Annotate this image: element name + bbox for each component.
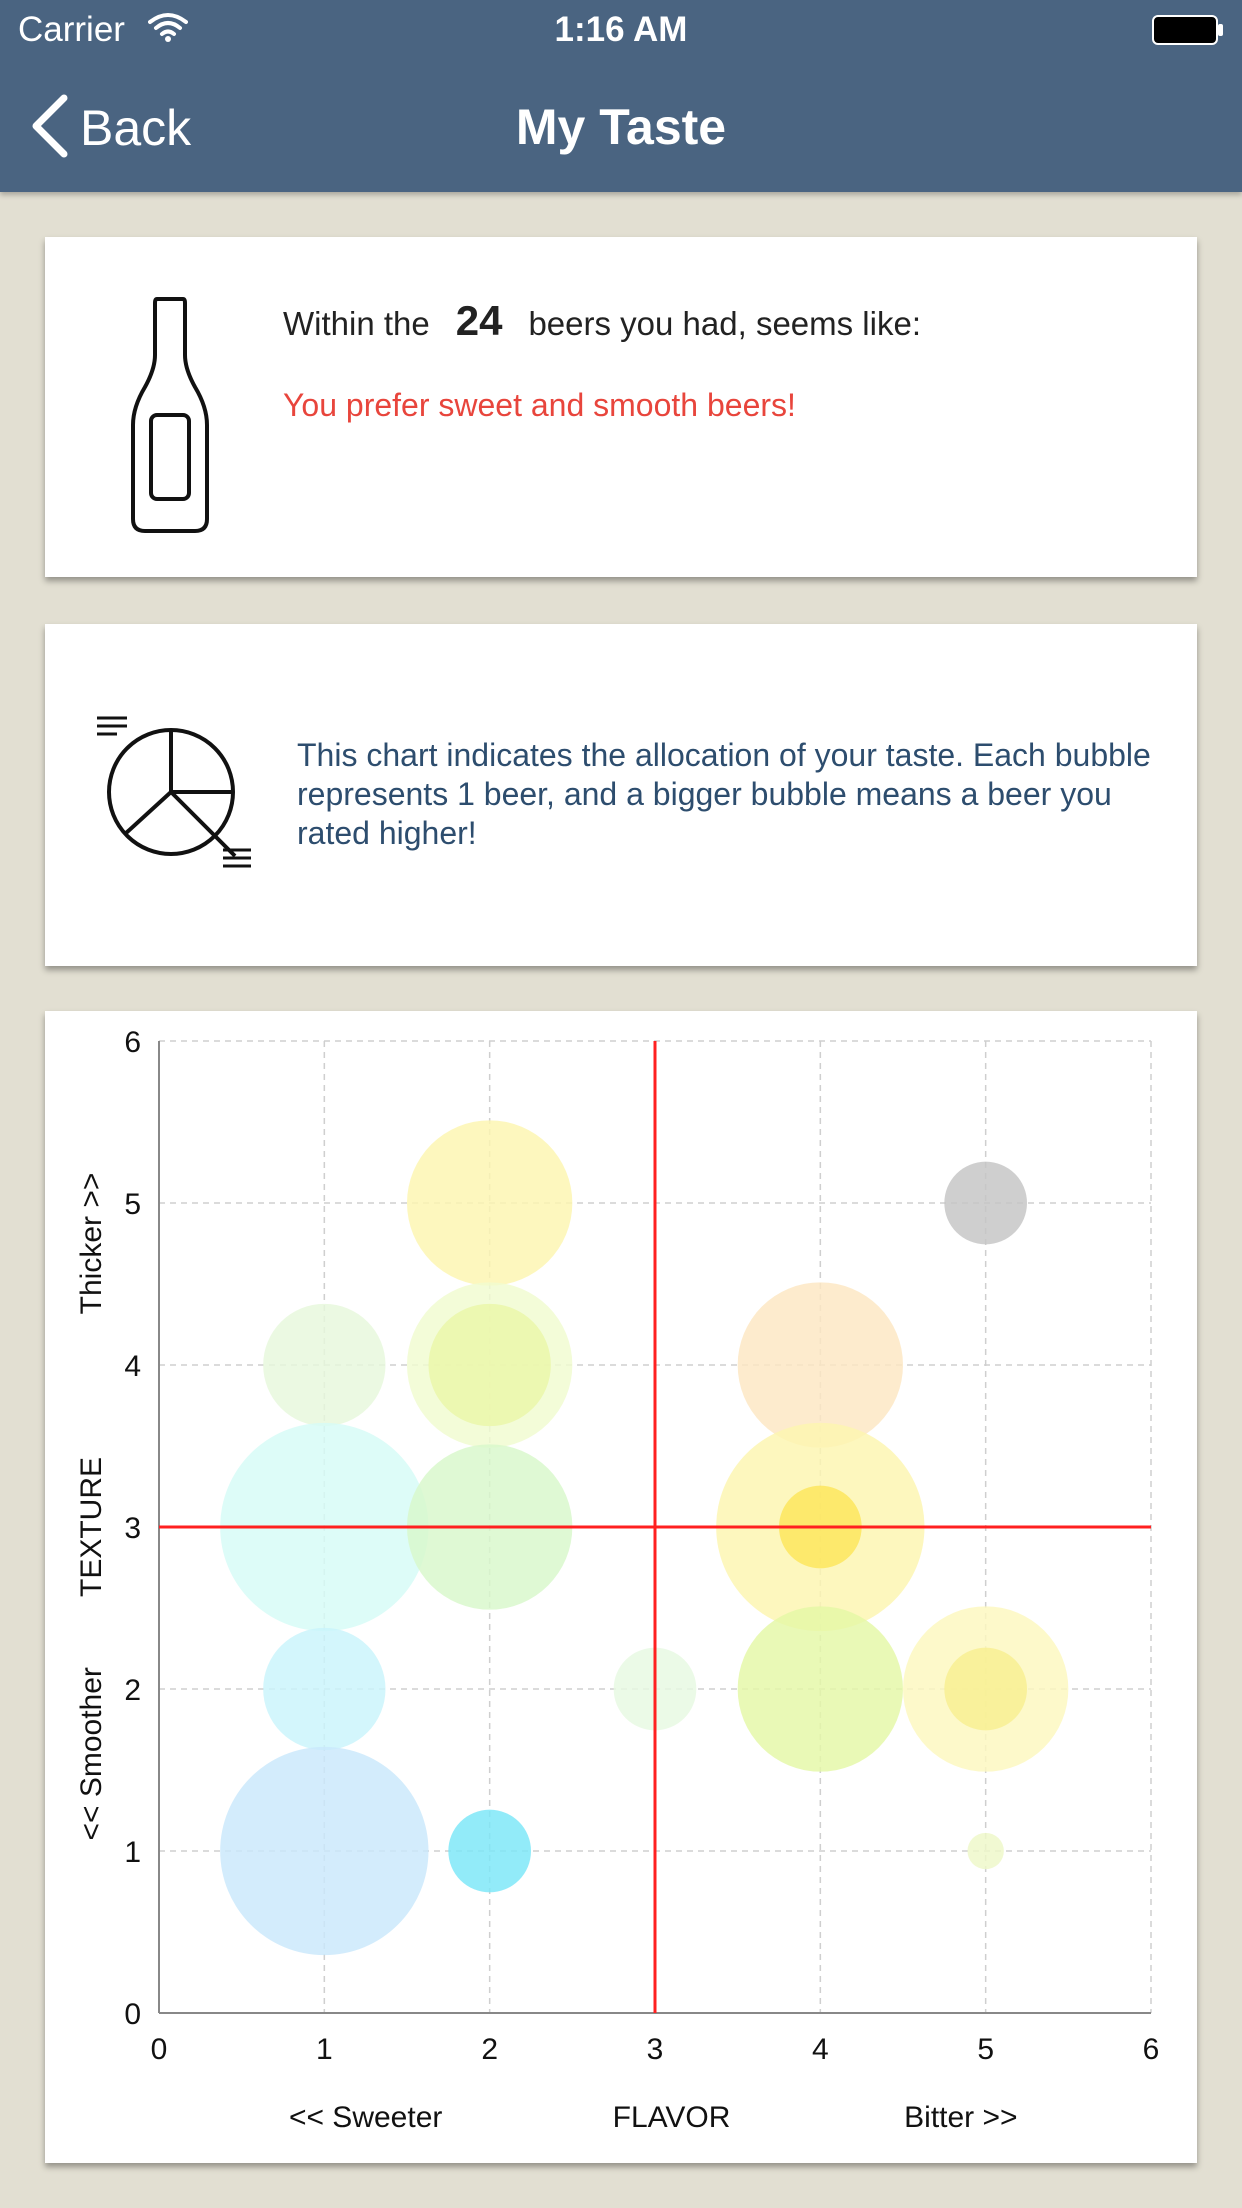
y-tick-label: 6 — [124, 1026, 141, 1059]
x-tick-label: 3 — [647, 2033, 664, 2066]
bubble-point — [944, 1161, 1027, 1245]
bubble-point — [944, 1647, 1027, 1731]
wifi-icon — [148, 12, 188, 47]
bubble-point — [407, 1120, 573, 1286]
status-time: 1:16 AM — [554, 10, 688, 49]
y-axis-top-label: Thicker >> — [75, 1173, 108, 1315]
x-tick-label: 0 — [151, 2033, 168, 2066]
y-tick-label: 2 — [124, 1674, 141, 1707]
back-button[interactable]: Back — [30, 88, 191, 168]
x-tick-label: 2 — [481, 2033, 498, 2066]
chart-description: This chart indicates the allocation of y… — [297, 737, 1151, 851]
x-axis-right-label: Bitter >> — [904, 2101, 1017, 2134]
taste-chart-card: 0 1 2 3 4 5 6 0 1 2 3 4 5 6 FLAVOR << Sweeter Bitter >> T… — [45, 1011, 1197, 2163]
navigation-bar: Carrier 1:16 AM Back My Taste — [0, 0, 1242, 192]
y-axis-label: TEXTURE — [75, 1457, 108, 1597]
taste-summary-card: Within the 24 beers you had, seems like:… — [45, 237, 1197, 577]
chevron-left-icon — [30, 94, 68, 163]
x-axis-left-label: << Sweeter — [289, 2101, 442, 2134]
x-tick-label: 4 — [812, 2033, 829, 2066]
y-tick-label: 0 — [124, 1998, 141, 2031]
bubble-point — [428, 1303, 551, 1427]
bubble-point — [220, 1746, 429, 1956]
bubble-point — [967, 1832, 1004, 1870]
y-tick-label: 3 — [124, 1512, 141, 1545]
y-tick-label: 4 — [124, 1350, 141, 1383]
battery-icon — [1152, 14, 1224, 51]
summary-suffix: beers you had, seems like: — [528, 305, 921, 342]
pie-chart-icon — [95, 714, 255, 879]
carrier-label: Carrier — [18, 10, 125, 49]
y-axis-bottom-label: << Smoother — [75, 1667, 108, 1840]
back-label: Back — [80, 100, 192, 156]
summary-sentence: Within the 24 beers you had, seems like: — [283, 297, 921, 345]
x-tick-label: 5 — [977, 2033, 994, 2066]
beer-bottle-icon — [125, 295, 215, 540]
bubble-point — [737, 1282, 903, 1448]
bubble-point — [263, 1303, 386, 1427]
x-axis-label: FLAVOR — [613, 2101, 731, 2134]
page-title: My Taste — [515, 99, 727, 155]
y-tick-label: 1 — [124, 1836, 141, 1869]
beer-count: 24 — [455, 297, 503, 344]
x-tick-label: 6 — [1143, 2033, 1160, 2066]
chart-info-card: This chart indicates the allocation of y… — [45, 624, 1197, 966]
taste-bubble-chart: 0 1 2 3 4 5 6 0 1 2 3 4 5 6 FLAVOR << Sweeter Bitter >> T… — [75, 1026, 1160, 2134]
x-tick-label: 1 — [316, 2033, 333, 2066]
bubble-point — [263, 1627, 386, 1751]
taste-conclusion: You prefer sweet and smooth beers! — [283, 387, 796, 423]
bubble-point — [737, 1606, 903, 1772]
summary-prefix: Within the — [283, 305, 430, 342]
y-tick-label: 5 — [124, 1188, 141, 1221]
bubble-point — [448, 1809, 531, 1893]
